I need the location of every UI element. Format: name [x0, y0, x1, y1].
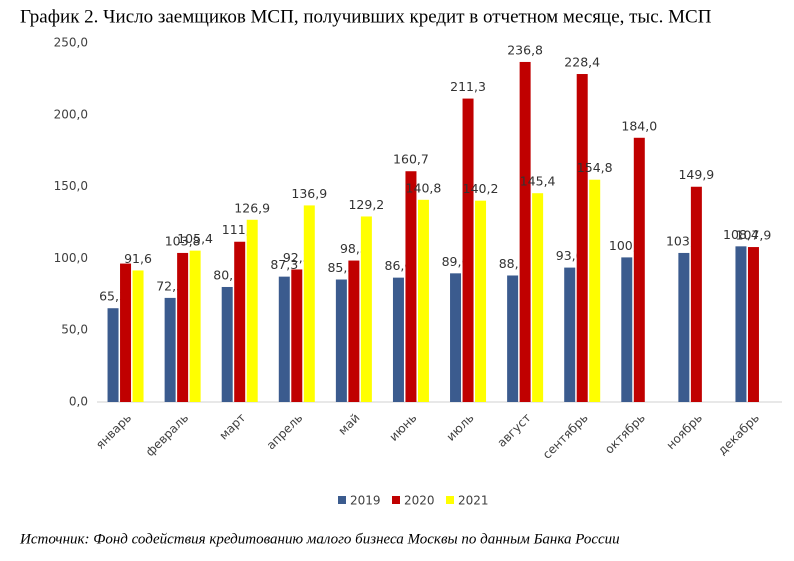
value-label: 149,9: [678, 167, 714, 182]
value-label: 108,4: [723, 227, 759, 242]
value-label: 211,3: [450, 79, 486, 94]
bar: [189, 250, 201, 402]
legend-swatch: [446, 496, 454, 504]
x-tick-label: октябрь: [602, 411, 648, 457]
bar: [405, 171, 417, 402]
value-label: 65,3: [99, 289, 127, 304]
x-tick-label: май: [335, 411, 362, 438]
bar: [164, 297, 176, 402]
value-label: 91,6: [124, 251, 152, 266]
value-label: 88,1: [499, 256, 527, 271]
chart-title: График 2. Число заемщиков МСП, получивши…: [20, 6, 712, 27]
bar: [450, 273, 462, 402]
bar: [678, 252, 690, 402]
bar: [690, 186, 702, 402]
value-label: 160,7: [393, 152, 429, 167]
legend-swatch: [392, 496, 400, 504]
bar: [633, 137, 645, 402]
x-tick-label: июль: [444, 411, 477, 444]
y-tick-label: 150,0: [54, 179, 88, 193]
bar: [735, 246, 747, 402]
bar: [291, 269, 303, 402]
value-label: 87,3: [270, 257, 298, 272]
y-tick-label: 100,0: [54, 251, 88, 265]
bar: [348, 260, 360, 402]
legend-label: 2021: [458, 494, 489, 508]
y-tick-label: 200,0: [54, 107, 88, 121]
bar: [564, 267, 576, 402]
bar: [747, 247, 759, 402]
x-tick-label: ноябрь: [664, 411, 705, 452]
x-tick-label: август: [495, 411, 534, 450]
legend-label: 2019: [350, 494, 381, 508]
bar: [589, 179, 601, 402]
value-label: 154,8: [577, 160, 613, 175]
value-label: 86,6: [385, 258, 413, 273]
bar: [234, 241, 246, 402]
value-label: 93,6: [556, 248, 584, 263]
bar: [507, 275, 519, 402]
y-tick-label: 50,0: [61, 323, 88, 337]
bar: [462, 98, 474, 403]
bar: [303, 205, 315, 402]
bar: [519, 61, 531, 402]
legend-label: 2020: [404, 494, 435, 508]
y-tick-label: 0,0: [69, 395, 88, 409]
value-label: 126,9: [234, 200, 270, 215]
value-label: 184,0: [621, 118, 657, 133]
x-tick-label: январь: [93, 411, 134, 452]
bar: [177, 252, 189, 402]
bar: [107, 308, 119, 402]
bar: [576, 74, 588, 402]
legend-swatch: [338, 496, 346, 504]
value-label: 103,8: [165, 233, 201, 248]
bar: [132, 270, 144, 402]
x-tick-label: декабрь: [715, 411, 762, 458]
x-tick-label: сентябрь: [540, 411, 591, 462]
source-note: Источник: Фонд содействия кредитованию м…: [19, 531, 620, 547]
bar: [278, 276, 290, 402]
value-label: 80,1: [213, 267, 241, 282]
x-tick-label: февраль: [143, 411, 191, 459]
value-label: 98,5: [340, 241, 368, 256]
value-label: 140,8: [406, 180, 442, 195]
x-tick-label: июнь: [386, 411, 419, 444]
bar: [120, 263, 132, 402]
value-label: 129,2: [348, 197, 384, 212]
value-label: 136,9: [291, 186, 327, 201]
bar: [392, 277, 404, 402]
value-label: 89,6: [442, 254, 470, 269]
bar: [621, 257, 633, 402]
value-label: 140,2: [463, 181, 499, 196]
value-label: 92,3: [283, 250, 311, 265]
bar: [246, 219, 258, 402]
x-tick-label: март: [216, 411, 248, 443]
bar: [417, 199, 429, 402]
value-label: 236,8: [507, 42, 543, 57]
value-label: 107,9: [736, 228, 772, 243]
value-label: 85,3: [327, 260, 355, 275]
x-tick-label: апрель: [264, 411, 306, 453]
bar: [532, 193, 544, 402]
bar: [360, 216, 372, 402]
bar: [221, 286, 233, 402]
value-label: 145,4: [520, 174, 556, 189]
value-label: 105,4: [177, 231, 213, 246]
y-tick-label: 250,0: [54, 36, 88, 50]
bar: [335, 279, 347, 402]
value-label: 228,4: [564, 55, 600, 70]
bar: [475, 200, 487, 402]
value-label: 72,5: [156, 278, 184, 293]
